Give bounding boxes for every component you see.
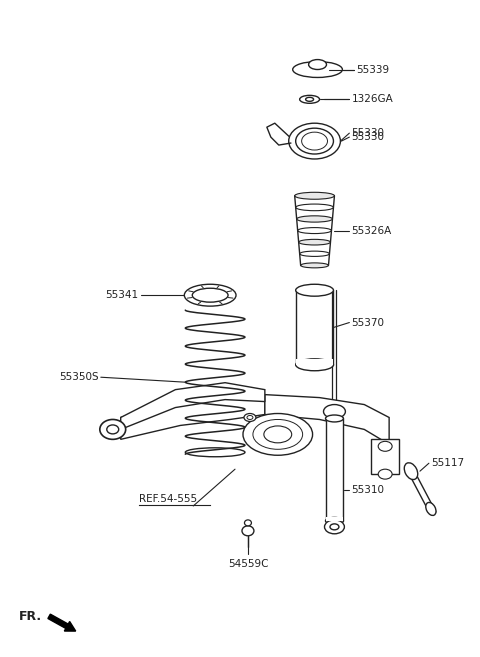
Text: 55117: 55117	[431, 458, 464, 468]
Text: 55330: 55330	[351, 128, 384, 138]
Ellipse shape	[324, 405, 346, 419]
Ellipse shape	[330, 524, 339, 530]
Text: REF.54-555: REF.54-555	[139, 494, 197, 504]
Polygon shape	[265, 395, 389, 444]
Text: 55310: 55310	[351, 485, 384, 495]
Ellipse shape	[299, 239, 330, 245]
Bar	[325, 419, 343, 521]
Ellipse shape	[253, 419, 302, 449]
Ellipse shape	[298, 227, 332, 233]
Ellipse shape	[324, 520, 344, 533]
Ellipse shape	[325, 415, 343, 422]
Ellipse shape	[296, 204, 334, 211]
Ellipse shape	[325, 518, 343, 524]
Ellipse shape	[184, 284, 236, 306]
FancyArrow shape	[48, 614, 76, 631]
Ellipse shape	[264, 426, 292, 443]
Text: 54559C: 54559C	[228, 558, 268, 568]
Text: 55370: 55370	[351, 317, 384, 328]
Ellipse shape	[100, 419, 126, 440]
Ellipse shape	[306, 97, 313, 101]
Ellipse shape	[293, 62, 342, 78]
Text: 55326A: 55326A	[351, 225, 392, 236]
Ellipse shape	[426, 503, 436, 516]
Ellipse shape	[378, 442, 392, 451]
Ellipse shape	[295, 193, 335, 199]
Polygon shape	[120, 395, 265, 440]
Text: 55350S: 55350S	[59, 373, 99, 382]
Ellipse shape	[309, 60, 326, 70]
Ellipse shape	[185, 448, 245, 457]
Bar	[296, 290, 334, 365]
Ellipse shape	[296, 359, 334, 371]
Text: FR.: FR.	[19, 610, 42, 623]
Ellipse shape	[244, 413, 256, 421]
Ellipse shape	[244, 520, 252, 526]
Ellipse shape	[300, 263, 328, 268]
Bar	[325, 518, 343, 521]
Text: 1326GA: 1326GA	[351, 95, 393, 104]
Bar	[296, 359, 334, 365]
Ellipse shape	[242, 526, 254, 536]
Text: 55341: 55341	[106, 290, 139, 300]
Ellipse shape	[107, 425, 119, 434]
Ellipse shape	[301, 132, 327, 150]
Ellipse shape	[300, 95, 320, 103]
Ellipse shape	[192, 288, 228, 302]
Polygon shape	[120, 382, 265, 430]
Ellipse shape	[296, 284, 334, 296]
Ellipse shape	[300, 251, 329, 256]
Ellipse shape	[297, 215, 333, 222]
Ellipse shape	[378, 469, 392, 479]
Text: 55330: 55330	[351, 132, 384, 142]
Bar	[371, 440, 399, 474]
Text: 55339: 55339	[356, 64, 389, 74]
Ellipse shape	[288, 124, 340, 159]
Ellipse shape	[243, 413, 312, 455]
Ellipse shape	[404, 463, 418, 480]
Ellipse shape	[247, 415, 253, 419]
Ellipse shape	[296, 128, 334, 154]
